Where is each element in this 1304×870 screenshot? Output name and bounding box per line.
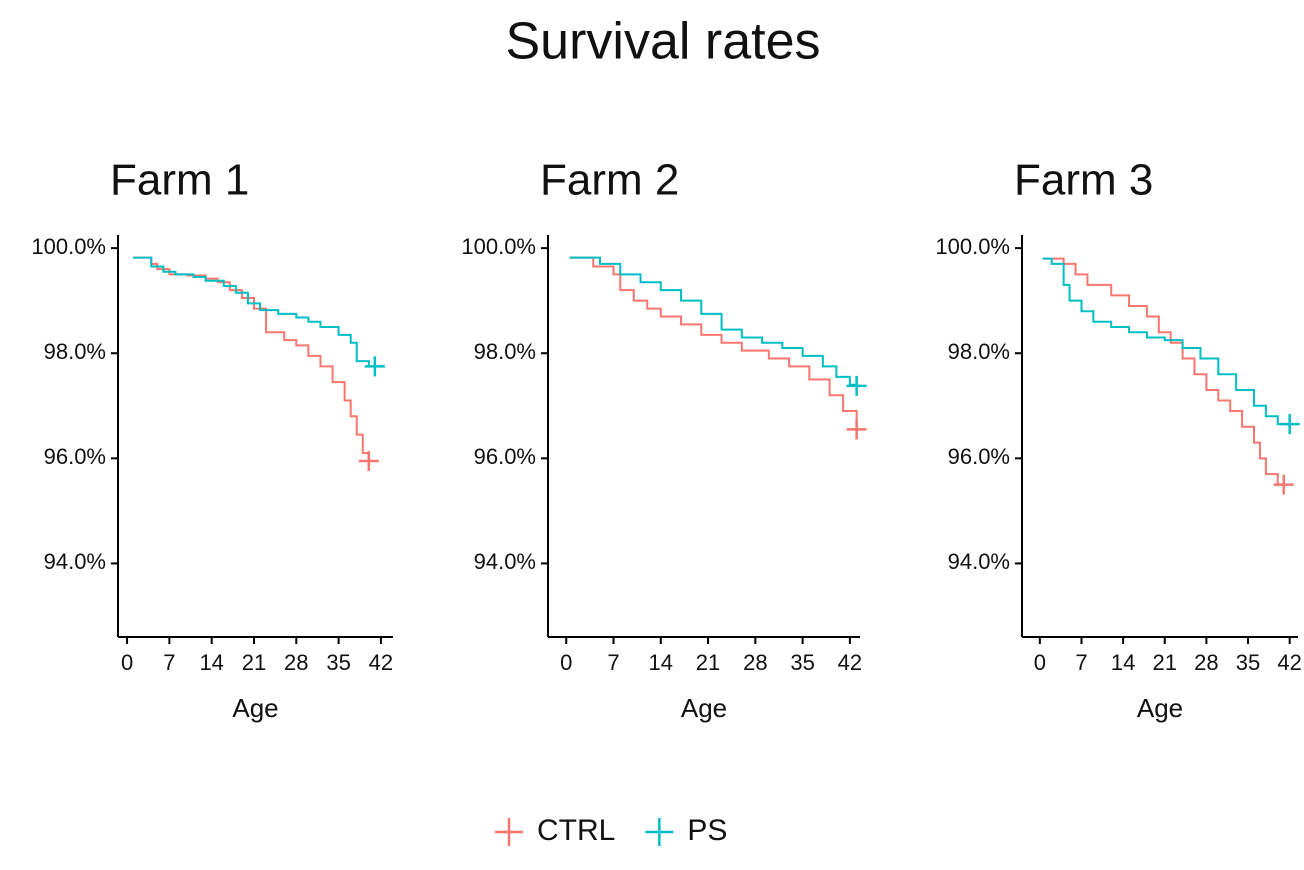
x-tick-label: 21 bbox=[242, 650, 266, 675]
x-tick-label: 0 bbox=[1034, 650, 1046, 675]
censor-mark bbox=[358, 450, 379, 471]
legend-key bbox=[645, 818, 674, 846]
figure-title: Survival rates bbox=[506, 13, 821, 71]
y-tick-label: 100.0% bbox=[31, 234, 106, 259]
x-tick-label: 7 bbox=[607, 650, 619, 675]
survival-line bbox=[569, 256, 858, 386]
y-tick-label: 100.0% bbox=[461, 234, 536, 259]
x-tick-label: 35 bbox=[790, 650, 814, 675]
panel-title: Farm 1 bbox=[110, 156, 249, 205]
x-tick-label: 35 bbox=[326, 650, 350, 675]
x-axis-label: Age bbox=[232, 693, 278, 723]
x-tick-label: 7 bbox=[1075, 650, 1087, 675]
survival-line bbox=[133, 256, 370, 461]
y-tick-label: 96.0% bbox=[948, 444, 1010, 469]
x-tick-label: 14 bbox=[649, 650, 673, 675]
x-tick-label: 28 bbox=[284, 650, 308, 675]
x-tick-label: 28 bbox=[743, 650, 767, 675]
x-tick-label: 7 bbox=[163, 650, 175, 675]
censor-mark bbox=[364, 356, 385, 377]
survival-line bbox=[1042, 257, 1290, 426]
x-tick-label: 21 bbox=[696, 650, 720, 675]
y-tick-label: 100.0% bbox=[935, 234, 1010, 259]
x-axis-label: Age bbox=[681, 693, 727, 723]
x-tick-label: 21 bbox=[1153, 650, 1177, 675]
survival-line bbox=[1042, 257, 1284, 486]
x-tick-label: 42 bbox=[1277, 650, 1301, 675]
censor-mark bbox=[1273, 474, 1294, 495]
legend-key bbox=[495, 818, 523, 846]
x-tick-label: 28 bbox=[1194, 650, 1218, 675]
survival-line bbox=[569, 256, 858, 430]
x-axis-label: Age bbox=[1137, 693, 1183, 723]
y-tick-label: 96.0% bbox=[474, 444, 536, 469]
y-tick-label: 98.0% bbox=[948, 339, 1010, 364]
x-tick-label: 35 bbox=[1236, 650, 1260, 675]
x-tick-label: 14 bbox=[1111, 650, 1135, 675]
x-tick-label: 0 bbox=[560, 650, 572, 675]
y-tick-label: 98.0% bbox=[474, 339, 536, 364]
x-tick-label: 0 bbox=[121, 650, 133, 675]
survival-line bbox=[133, 256, 375, 368]
x-tick-label: 42 bbox=[369, 650, 393, 675]
x-tick-label: 42 bbox=[838, 650, 862, 675]
x-tick-label: 14 bbox=[199, 650, 223, 675]
y-tick-label: 94.0% bbox=[948, 549, 1010, 574]
censor-mark bbox=[846, 375, 867, 396]
legend-label: CTRL bbox=[537, 814, 615, 847]
y-tick-label: 94.0% bbox=[44, 549, 106, 574]
y-tick-label: 98.0% bbox=[44, 339, 106, 364]
y-tick-label: 96.0% bbox=[44, 444, 106, 469]
y-tick-label: 94.0% bbox=[474, 549, 536, 574]
panel-title: Farm 2 bbox=[540, 156, 679, 205]
panel-title: Farm 3 bbox=[1014, 156, 1153, 205]
censor-mark bbox=[1279, 414, 1300, 435]
censor-mark bbox=[846, 419, 867, 440]
legend-label: PS bbox=[687, 814, 727, 847]
